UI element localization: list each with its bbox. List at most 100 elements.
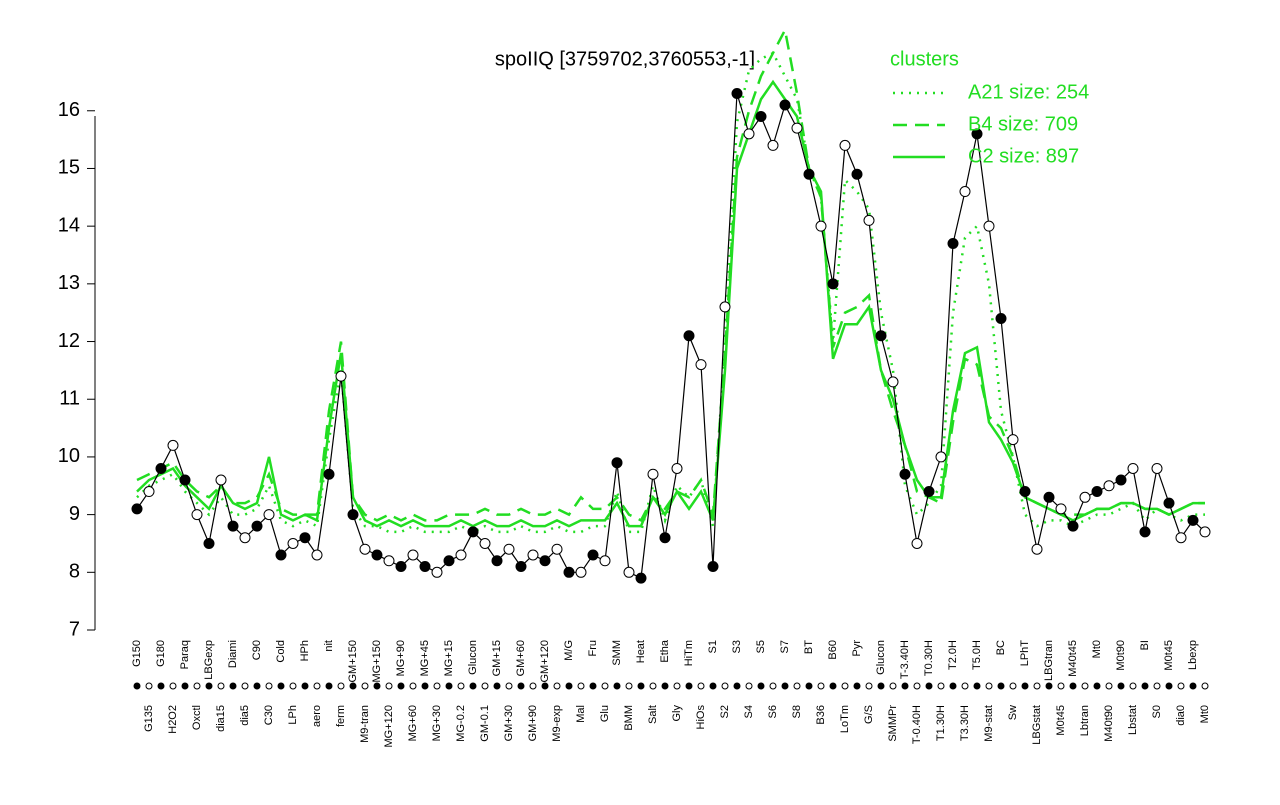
data-point [503,543,515,555]
data-point [599,555,611,567]
rug-mark [373,682,381,690]
rug-mark [829,682,837,690]
y-tick-label: 7 [69,618,80,640]
cluster-line [136,26,1205,523]
y-tick-label: 15 [58,157,80,179]
rug-mark [361,682,369,690]
data-point [815,220,827,232]
x-tick-label: M0t90 [1115,640,1127,671]
data-point [287,537,299,549]
rug-mark [985,682,993,690]
rug-mark [205,682,213,690]
x-tick-label: BC [995,640,1007,655]
x-tick-label: LBGexp [203,640,215,680]
data-point [371,549,383,561]
x-tick-label: Paraq [179,640,191,669]
x-tick-label: SMM [611,640,623,666]
x-tick-label: T3.30H [959,705,971,741]
data-point [1103,480,1115,492]
x-tick-label: Lbtran [1079,705,1091,736]
x-tick-label: MG+60 [407,705,419,741]
x-tick-label: GM+90 [527,705,539,741]
x-tick-label: C90 [251,640,263,660]
data-point [431,566,443,578]
data-point [1031,543,1043,555]
data-point [551,543,563,555]
rug-mark [961,682,969,690]
data-point [959,186,971,198]
rug-mark [493,682,501,690]
x-tick-label: dia0 [1175,705,1187,726]
x-tick-label: GM+60 [515,640,527,676]
data-point [839,139,851,151]
data-point [659,532,671,544]
data-point [311,549,323,561]
data-point [731,87,743,99]
data-point [1127,462,1139,474]
x-tick-label: Cold [275,640,287,663]
rug-mark [1129,682,1137,690]
data-point [947,237,959,249]
x-tick-label: Mt0 [1091,640,1103,658]
rug-mark [169,682,177,690]
data-point [623,566,635,578]
x-tick-label: MG-0.2 [455,705,467,742]
data-point [719,301,731,313]
x-tick-label: Diami [227,640,239,668]
x-tick-label: MG+150 [371,640,383,683]
x-tick-label: Mal [575,705,587,723]
data-point [251,520,263,532]
x-tick-label: GM-0.1 [479,705,491,742]
rug-mark [529,682,537,690]
x-tick-label: BI [1139,640,1151,650]
rug-mark [577,682,585,690]
chart-title: spoIIQ [3759702,3760553,-1] [495,48,755,70]
rug-mark [385,682,393,690]
data-point [983,220,995,232]
data-point [695,359,707,371]
x-tick-label: Etha [659,639,671,663]
data-point [1091,486,1103,498]
rug-mark [565,682,573,690]
rug-mark [517,682,525,690]
y-tick-label: 9 [69,503,80,525]
x-tick-label: Heat [635,640,647,663]
rug-mark [913,682,921,690]
x-tick-label: aero [311,705,323,727]
data-point [1019,486,1031,498]
rug-mark [709,682,717,690]
x-tick-label: M9-exp [551,705,563,742]
data-point [575,566,587,578]
data-point [155,462,167,474]
rug-mark [781,682,789,690]
data-point [767,139,779,151]
data-point [227,520,239,532]
x-tick-label: M0t45 [1163,640,1175,671]
data-point [467,526,479,538]
rug-mark [937,682,945,690]
x-tick-label: S1 [707,640,719,653]
rug-mark [541,682,549,690]
x-tick-label: S0 [1151,705,1163,718]
data-point [419,561,431,573]
x-tick-label: BT [803,640,815,654]
x-tick-label: Glucon [467,640,479,675]
rug-mark [145,682,153,690]
rug-mark [1069,682,1077,690]
data-point [527,549,539,561]
rug-mark [625,682,633,690]
data-point [1055,503,1067,515]
legend-label: B4 size: 709 [968,113,1078,135]
data-point [131,503,143,515]
rug-mark [1189,682,1197,690]
x-tick-label: S7 [779,640,791,653]
rug-mark [733,682,741,690]
x-tick-label: S5 [755,640,767,653]
data-point [167,439,179,451]
data-point [1067,520,1079,532]
data-point [587,549,599,561]
y-tick-label: 16 [58,99,80,121]
rug-mark [841,682,849,690]
rug-mark [433,682,441,690]
x-tick-label: S4 [743,705,755,718]
